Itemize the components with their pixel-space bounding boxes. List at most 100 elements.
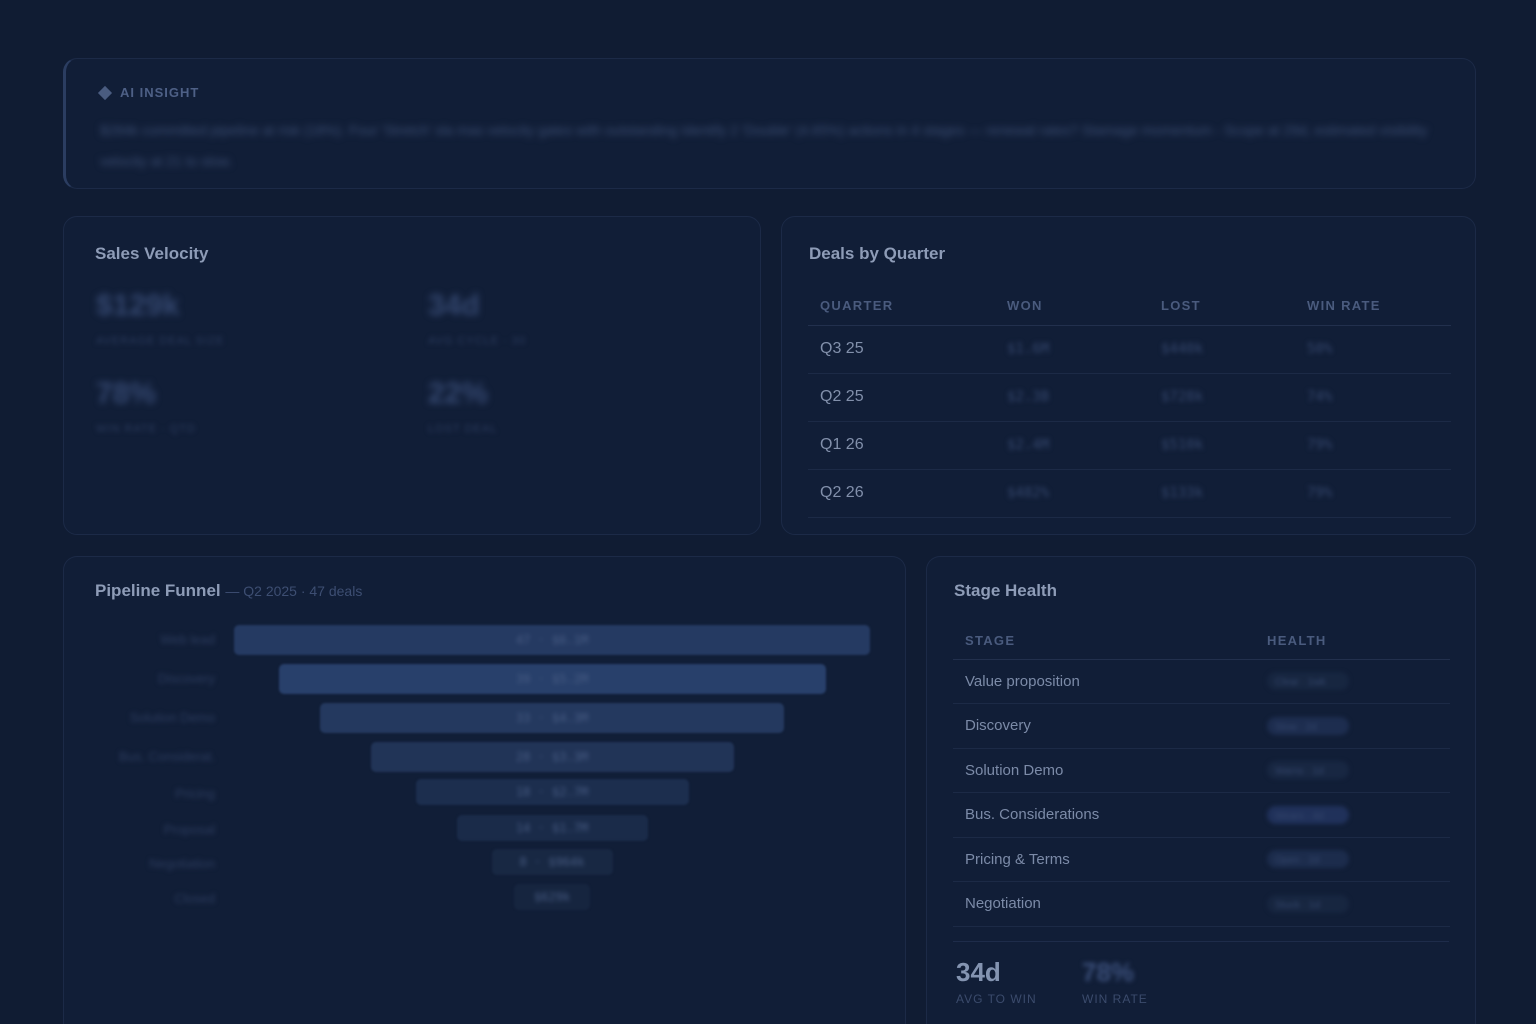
funnel-stage[interactable]: Negotiation 8 · $964k [64,849,905,879]
health-badge-text: Stuck · 1d [1275,899,1321,911]
metric-win-rate: 78% WIN RATE · QTD [96,377,196,435]
stage-cell: Bus. Considerations [953,792,1255,838]
deals-table: QUARTER WON LOST WIN RATE Q3 25 $1.6M $4… [808,287,1451,518]
funnel-stage-label: Bus. Considerat. [118,749,215,764]
insight-header: AI INSIGHT [97,85,199,100]
table-row[interactable]: Solution Demo Warns · 1d [953,748,1450,793]
funnel-stage[interactable]: Pricing 18 · $2.7M [64,779,905,809]
funnel-bar[interactable]: 28 · $3.3M [370,742,734,772]
metric-value: 34d [428,289,480,322]
card-title: Stage Health [954,581,1057,600]
card-title: Pipeline Funnel — Q2 2025 · 47 deals [95,581,362,601]
sales-velocity-card: Sales Velocity $129k AVERAGE DEAL SIZE 3… [63,216,761,535]
ai-insight-card: AI INSIGHT $284k committed pipeline at r… [63,58,1476,189]
funnel-bar-value: 14 · $1.7M [515,821,589,835]
funnel-stage[interactable]: Proposal 14 · $1.7M [64,815,905,845]
win-rate-cell: 50% [1295,325,1451,374]
quarter-cell: Q3 25 [808,325,995,374]
funnel-bar-value: 18 · $2.7M [515,785,589,799]
funnel-stage-label: Discovery [157,671,215,686]
funnel-subtitle: — Q2 2025 · 47 deals [225,583,363,599]
funnel-stage-label: Web lead [160,632,215,647]
table-header-row: STAGE HEALTH [953,623,1450,660]
health-cell: Slow · 2d [1255,703,1450,749]
stage-cell: Negotiation [953,881,1255,927]
pipeline-funnel-card: Pipeline Funnel — Q2 2025 · 47 deals Web… [63,556,906,1024]
quarter-cell: Q2 26 [808,469,995,518]
health-badge-text: Warns · 1d [1275,766,1324,778]
table-row[interactable]: Q2 26 $482% $133k 79% [808,469,1451,518]
metric-value: 78% [96,377,157,410]
table-row[interactable]: Bus. Considerations Wears · 4d [953,792,1450,838]
metric-avg-deal-size: $129k AVERAGE DEAL SIZE [96,289,224,347]
table-row[interactable]: Q3 25 $1.6M $440k 50% [808,325,1451,374]
metric-label: LOST DEAL [428,423,498,435]
funnel-stage[interactable]: Discovery 39 · $5.2M [64,664,905,694]
funnel-bar-value: $629k [533,890,571,904]
funnel-stage[interactable]: Closed $629k [64,884,905,914]
table-row[interactable]: Q1 26 $2.4M $510k 79% [808,421,1451,470]
funnel-stage-label: Solution Demo [129,710,215,725]
metric-lost-deal: 22% LOST DEAL [428,377,497,435]
metric-label: AVERAGE DEAL SIZE [96,335,225,347]
health-cell: Open · 2d [1255,837,1450,882]
won-cell: $2.3B [995,373,1149,422]
funnel-bar-value: 47 · $6.1M [515,633,589,647]
sparkle-icon [97,85,113,100]
health-badge-text: Clear · 1wk [1275,677,1326,689]
metric-label: WIN RATE [1082,992,1148,1006]
table-header-row: QUARTER WON LOST WIN RATE [808,287,1451,326]
health-badge-text: Open · 2d [1275,855,1320,867]
funnel-stage[interactable]: Solution Demo 33 · $4.3M [64,703,905,733]
stage-health-table: STAGE HEALTH Value proposition Clear · 1w… [953,623,1450,927]
funnel-bar[interactable]: $629k [514,884,590,910]
metric-value: $129k [96,289,180,322]
funnel-bar[interactable]: 39 · $5.2M [278,664,826,694]
funnel-stage[interactable]: Web lead 47 · $6.1M [64,625,905,655]
column-header[interactable]: WON [995,287,1149,326]
health-badge-text: Wears · 4d [1275,810,1324,822]
table-row[interactable]: Negotiation Stuck · 1d [953,881,1450,927]
funnel-bar[interactable]: 8 · $964k [491,849,613,875]
metric-value: 78% [1082,957,1135,987]
stage-cell: Discovery [953,703,1255,749]
won-cell: $1.6M [995,325,1149,374]
funnel-bar-value: 33 · $4.3M [515,711,589,725]
lost-cell: $728k [1149,373,1295,422]
metric-value: 22% [428,377,489,410]
metric-label: AVG TO WIN [956,992,1037,1006]
funnel-bar[interactable]: 14 · $1.7M [456,815,648,841]
win-rate-cell: 74% [1295,373,1451,422]
health-cell: Stuck · 1d [1255,881,1450,927]
funnel-bar-value: 39 · $5.2M [515,672,589,686]
won-cell: $482% [995,469,1149,518]
health-badge: Open · 2d [1267,850,1349,869]
stage-cell: Value proposition [953,659,1255,704]
win-rate-cell: 79% [1295,469,1451,518]
table-row[interactable]: Q2 25 $2.3B $728k 74% [808,373,1451,422]
quarter-cell: Q2 25 [808,373,995,422]
footer-metric-win-rate: 78% WIN RATE [1082,957,1148,1006]
column-header[interactable]: WIN RATE [1295,287,1451,326]
funnel-bar-value: 28 · $3.3M [515,750,589,764]
health-badge: Warns · 1d [1267,761,1349,780]
health-badge: Wears · 4d [1267,805,1349,824]
insight-text: $284k committed pipeline at risk (18%). … [100,122,1428,169]
column-header[interactable]: HEALTH [1255,623,1450,660]
table-row[interactable]: Value proposition Clear · 1wk [953,659,1450,704]
health-badge: Slow · 2d [1267,716,1349,735]
funnel-bar[interactable]: 47 · $6.1M [234,625,870,655]
health-badge: Stuck · 1d [1267,894,1349,913]
table-row[interactable]: Discovery Slow · 2d [953,703,1450,749]
funnel-bar[interactable]: 33 · $4.3M [320,703,784,733]
column-header[interactable]: QUARTER [808,287,995,326]
funnel-bar[interactable]: 18 · $2.7M [415,779,689,805]
health-cell: Wears · 4d [1255,792,1450,838]
metric-value: 34d [956,957,1001,987]
funnel-stage[interactable]: Bus. Considerat. 28 · $3.3M [64,742,905,772]
table-row[interactable]: Pricing & Terms Open · 2d [953,837,1450,882]
column-header[interactable]: STAGE [953,623,1255,660]
card-title: Sales Velocity [95,244,209,263]
stage-cell: Pricing & Terms [953,837,1255,882]
column-header[interactable]: LOST [1149,287,1295,326]
